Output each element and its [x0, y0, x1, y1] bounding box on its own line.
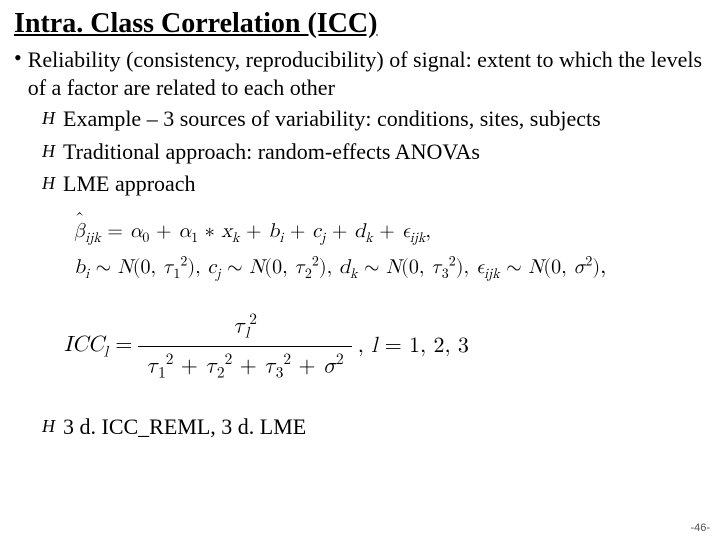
main-bullet: • Reliability (consistency, reproducibil…	[14, 46, 702, 101]
main-bullet-text: Reliability (consistency, reproducibilit…	[28, 46, 702, 101]
sub-text-traditional: Traditional approach: random-effects ANO…	[63, 138, 702, 167]
formula-icc: ICCl = τl2 τ12 + τ22 + τ32 + σ2 , l = 1,…	[64, 309, 702, 385]
page-number: -46-	[690, 522, 710, 534]
sub-text-lme: LME approach	[63, 170, 702, 199]
sub-item-example: H Example – 3 sources of variability: co…	[42, 105, 702, 134]
sub-marker-icon: H	[42, 172, 55, 195]
bullet-marker: •	[14, 46, 22, 70]
sub-item-3d: H 3 d. ICC_REML, 3 d. LME	[42, 413, 702, 442]
sub-item-traditional: H Traditional approach: random-effects A…	[42, 138, 702, 167]
sub-item-lme: H LME approach	[42, 170, 702, 199]
sub-marker-icon: H	[42, 415, 55, 438]
sub-text-example: Example – 3 sources of variability: cond…	[63, 105, 702, 134]
formula-distributions: bi ∼ N(0, τ12), cj ∼ N(0, τ22), dk ∼ N(0…	[74, 252, 702, 285]
sub-marker-icon: H	[42, 107, 55, 130]
formula-block: βijk = α0 + α1 ∗ xk + bi + cj + dk + ϵij…	[74, 217, 702, 385]
formula-model: βijk = α0 + α1 ∗ xk + bi + cj + dk + ϵij…	[74, 217, 702, 249]
slide-title: Intra. Class Correlation (ICC)	[14, 8, 702, 40]
sub-marker-icon: H	[42, 140, 55, 163]
sub-text-3d: 3 d. ICC_REML, 3 d. LME	[63, 413, 702, 442]
